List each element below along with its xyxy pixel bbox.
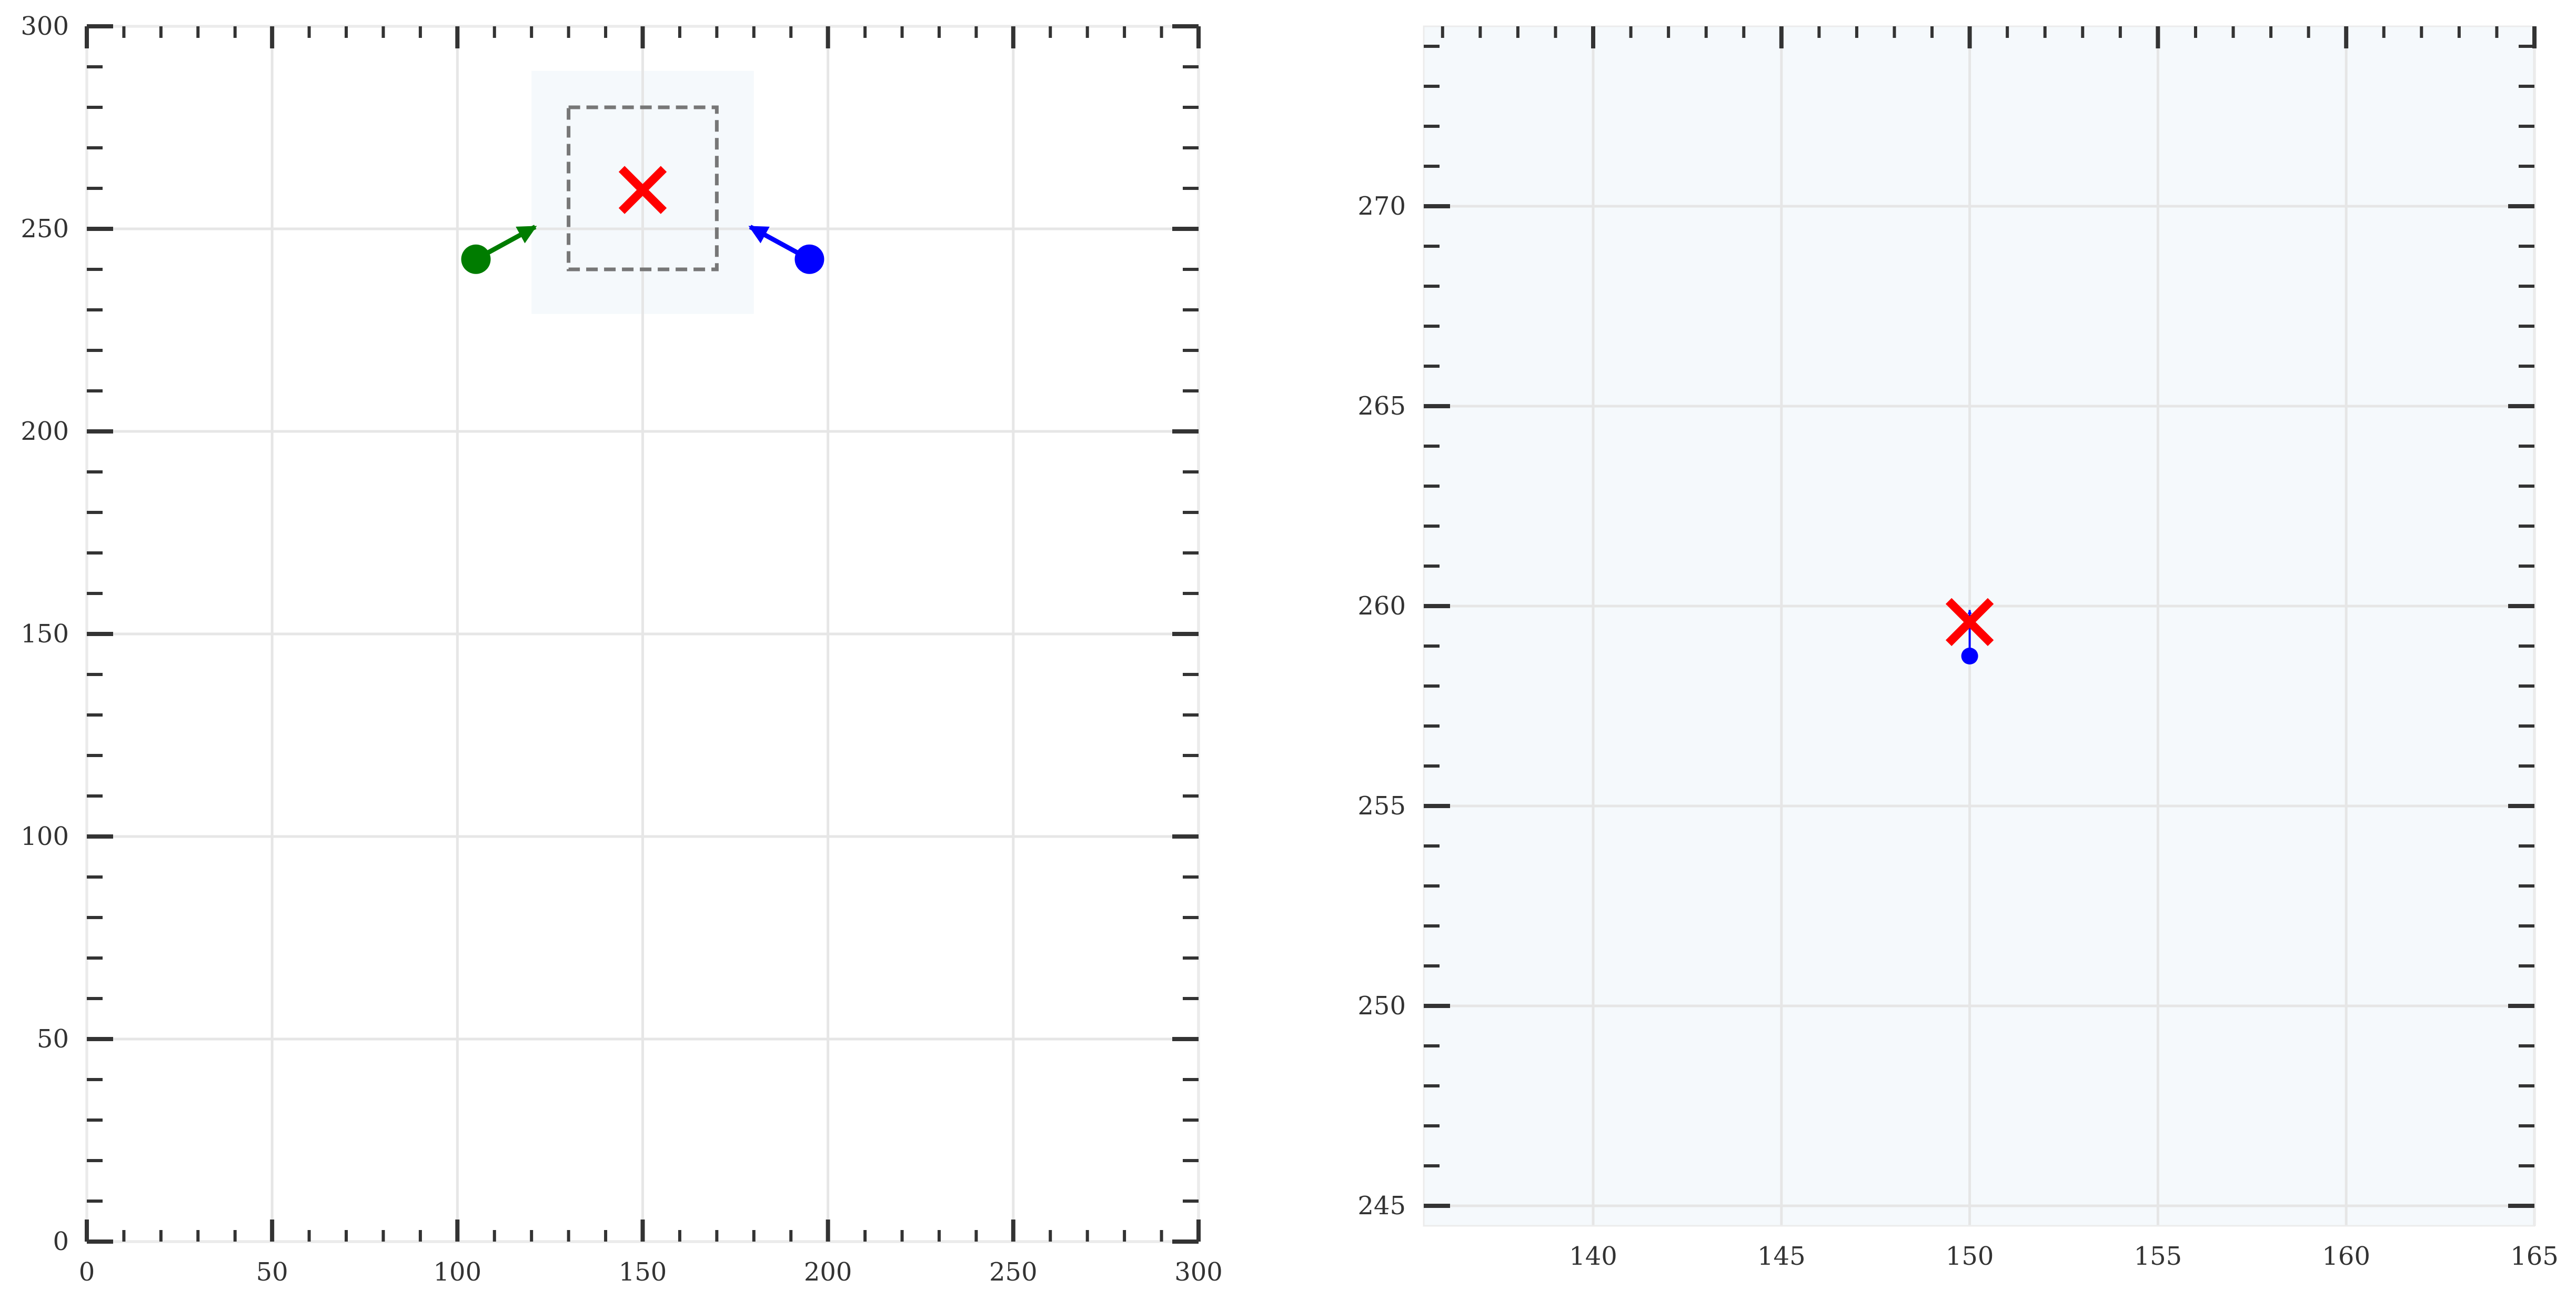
target-x-stroke <box>1945 598 1994 647</box>
x-tick-label: 250 <box>989 1257 1038 1287</box>
green-point <box>461 244 491 274</box>
x-tick-label: 150 <box>619 1257 667 1287</box>
x-tick-label: 160 <box>2322 1242 2370 1271</box>
y-tick-label: 0 <box>53 1227 69 1256</box>
y-tick-label: 255 <box>1357 791 1406 821</box>
x-tick-label: 155 <box>2134 1242 2182 1271</box>
y-tick-label: 270 <box>1357 192 1406 221</box>
x-tick-label: 300 <box>1174 1257 1223 1287</box>
blue-point <box>1961 648 1978 664</box>
y-tick-label: 265 <box>1357 391 1406 421</box>
y-tick-label: 50 <box>37 1024 69 1054</box>
target-x-marker <box>1945 598 1994 647</box>
x-tick-label: 100 <box>434 1257 482 1287</box>
y-tick-label: 100 <box>21 822 69 851</box>
x-tick-label: 140 <box>1569 1242 1617 1271</box>
x-tick-label: 0 <box>79 1257 95 1287</box>
y-tick-label: 245 <box>1357 1191 1406 1221</box>
y-tick-label: 150 <box>21 619 69 649</box>
dashed-target-box <box>567 105 719 271</box>
y-tick-label: 300 <box>21 12 69 41</box>
x-tick-label: 165 <box>2510 1242 2559 1271</box>
y-tick-label: 260 <box>1357 591 1406 621</box>
y-tick-label: 200 <box>21 417 69 446</box>
y-tick-label: 250 <box>1357 991 1406 1021</box>
x-tick-label: 50 <box>256 1257 288 1287</box>
overview-panel: 0 50 100 150 200 250 300 0 50 100 150 200 250 300 <box>21 12 1222 1287</box>
y-tick-label: 250 <box>21 214 69 244</box>
target-x-stroke <box>618 166 667 214</box>
x-tick-label: 145 <box>1757 1242 1806 1271</box>
plot-frame <box>1423 25 2535 1227</box>
target-x-marker <box>618 166 667 214</box>
zoomed-panel: 140 145 150 155 160 165 245 250 255 260 265 270 <box>1357 25 2559 1271</box>
x-tick-label: 200 <box>804 1257 852 1287</box>
blue-point <box>794 244 824 274</box>
x-tick-label: 150 <box>1946 1242 1994 1271</box>
